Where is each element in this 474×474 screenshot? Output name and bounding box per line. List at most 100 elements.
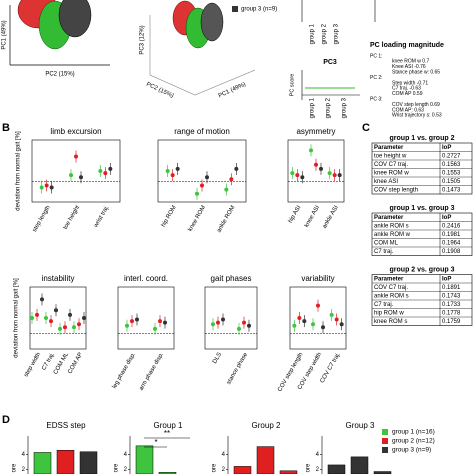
data-point [135,317,139,322]
data-point [216,320,220,325]
plot-title: Group 1 [154,421,183,430]
data-point [125,323,129,328]
data-point [302,319,307,324]
category-label: arm phase disp. [139,352,166,392]
plot-title: gait phases [211,274,252,283]
data-point [163,320,167,325]
table-cell: COV step length [374,187,418,193]
category-label: ankle ROM [216,205,236,234]
table-cell: 0.1733 [442,302,461,308]
data-point [332,173,337,178]
plot-frame [29,286,87,350]
plot-title: PC3 [323,59,337,66]
plot-title: variability [301,274,334,283]
table-cell: COV C7 traj. [374,162,408,168]
data-point [68,312,72,317]
plot-frame [204,286,258,350]
table-cell: C7 traj. [374,249,394,255]
y-tick-label: 2 [124,467,128,473]
table-cell: IoP [442,215,451,221]
axis-label: PC1 (49%) [218,82,247,100]
y-tick-label: 2 [222,467,226,473]
loading-line: Step width -0.71 [392,80,428,86]
legend-swatch [382,429,388,435]
significance: * [154,438,157,447]
category-label: hip ASI [288,205,303,225]
table-cell: 0.1553 [442,170,461,176]
data-point [153,326,157,331]
table-cell: knee ROM s [374,319,407,325]
data-point [297,316,302,320]
category-label: group 2 [326,97,332,118]
axis-label: deviation from normal gait [%] [16,131,22,211]
table-cell: 0.1964 [442,240,461,246]
table-cell: Parameter [374,276,404,282]
table-cell: 0.1981 [442,232,461,238]
table-cell: 0.1891 [442,285,461,291]
plot-title: instability [42,274,75,283]
bar [33,452,52,474]
data-point [327,171,332,176]
data-point [337,173,342,178]
category-label: knee ROM [188,205,208,233]
table-cell: toe height w [374,153,407,159]
data-point [205,175,209,180]
plot-frame [117,286,175,350]
table-title: group 1 vs. group 3 [390,205,455,212]
data-point [311,322,315,327]
legend-label: group 1 (n=16) [392,429,435,436]
data-point [58,326,62,331]
data-point [290,171,295,176]
data-point [221,317,225,322]
data-point [339,322,344,327]
table-cell: ankle ROM w [374,232,411,238]
legend-label: group 3 (n=9) [392,447,431,454]
loading-line: COM AP: 0.63 [392,107,424,113]
axis-label: deviation from normal gait [%] [14,278,20,358]
data-point [309,148,313,153]
data-point [329,312,334,317]
y-tick-label: 4 [22,452,26,458]
data-point [195,191,199,196]
axis-label: PC2 (15%) [145,82,174,100]
legend-swatch [382,447,388,453]
data-point [130,319,134,324]
data-point [44,316,48,320]
data-point [300,175,305,180]
category-label: leg phase disp. [112,352,138,390]
plot-title: range of motion [174,127,230,136]
data-point [321,325,325,330]
panel-label: C [362,122,370,134]
data-point [79,175,83,180]
bar [56,450,75,474]
loading-line: C7 traj. -0.63 [392,86,421,92]
table-cell: IoP [442,276,451,282]
category-label: wrist traj. [93,205,111,230]
plot-title: interl. coord. [124,274,168,283]
bar [350,456,369,474]
loading-line: knee ROM w 0.7 [392,59,429,65]
data-point [316,303,320,308]
data-point [234,166,239,171]
axis-label: PC1 (49%) [2,20,8,49]
data-point [242,320,246,325]
legend-swatch [232,6,238,12]
plot-title: Group 2 [252,421,281,430]
table-cell: ankle ROM s [374,293,409,299]
data-point [237,326,241,331]
bar [256,446,275,474]
table-cell: Parameter [374,215,404,221]
axis-label: ore [114,463,120,472]
table-cell: IoP [442,145,451,151]
data-point [74,154,78,159]
table-cell: 0.2416 [442,223,461,229]
data-point [292,323,297,328]
table-cell: 0.1505 [442,179,461,185]
table-cell: ankle ROM s [374,223,409,229]
bar [135,445,154,474]
category-label: DLS [212,352,223,365]
data-point [314,162,318,167]
category-label: step length [32,205,52,233]
data-point [82,316,86,320]
